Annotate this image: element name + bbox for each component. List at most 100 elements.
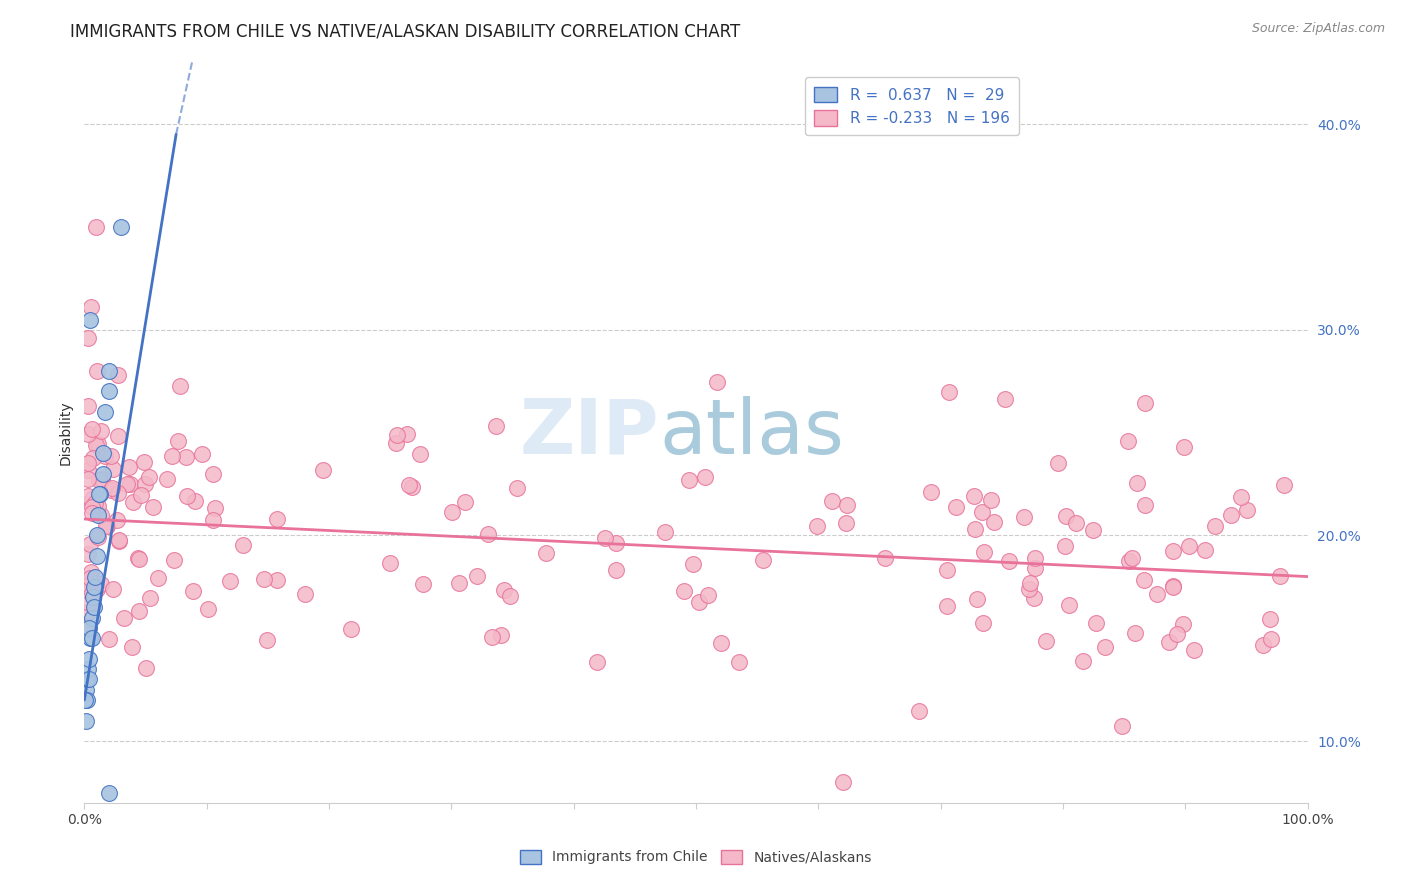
Point — [654, 524, 676, 539]
Point — [100, 449, 122, 463]
Point — [401, 480, 423, 494]
Point — [396, 427, 419, 442]
Point — [201, 467, 224, 481]
Point — [80, 610, 103, 624]
Point — [695, 469, 717, 483]
Point — [90, 472, 112, 486]
Point — [77, 596, 100, 610]
Point — [1173, 440, 1195, 454]
Point — [465, 569, 488, 583]
Point — [86, 364, 108, 378]
Point — [90, 576, 112, 591]
Point — [97, 785, 120, 799]
Point — [146, 571, 169, 585]
Point — [398, 478, 420, 492]
Point — [100, 481, 122, 495]
Point — [1121, 551, 1143, 566]
Point — [1146, 587, 1168, 601]
Point — [1178, 539, 1201, 553]
Point — [1081, 524, 1104, 538]
Point — [115, 477, 138, 491]
Point — [112, 611, 135, 625]
Point — [77, 547, 100, 561]
Point — [80, 576, 103, 591]
Point — [973, 545, 995, 559]
Point — [1272, 478, 1295, 492]
Point — [80, 422, 103, 436]
Point — [831, 775, 853, 789]
Point — [1018, 582, 1040, 596]
Point — [710, 636, 733, 650]
Point — [139, 591, 162, 606]
Point — [412, 576, 434, 591]
Point — [936, 599, 959, 613]
Point — [176, 489, 198, 503]
Point — [605, 536, 627, 550]
Point — [107, 368, 129, 382]
Point — [385, 435, 408, 450]
Point — [132, 455, 155, 469]
Point — [135, 661, 157, 675]
Point — [87, 508, 110, 522]
Point — [1116, 434, 1139, 448]
Point — [77, 620, 100, 634]
Point — [752, 553, 775, 567]
Point — [1133, 396, 1156, 410]
Point — [835, 516, 858, 531]
Point — [806, 518, 828, 533]
Point — [79, 494, 101, 508]
Point — [184, 494, 207, 508]
Point — [91, 467, 114, 481]
Point — [441, 505, 464, 519]
Point — [138, 470, 160, 484]
Point — [1123, 626, 1146, 640]
Point — [118, 460, 141, 475]
Point — [204, 501, 226, 516]
Point — [994, 392, 1017, 406]
Point — [96, 519, 118, 533]
Point — [1204, 519, 1226, 533]
Point — [294, 587, 316, 601]
Point — [110, 219, 132, 234]
Point — [128, 604, 150, 618]
Point — [966, 591, 988, 606]
Point — [1064, 516, 1087, 530]
Point — [121, 640, 143, 655]
Point — [77, 621, 100, 635]
Point — [77, 578, 100, 592]
Point — [1053, 539, 1076, 553]
Point — [142, 500, 165, 514]
Point — [77, 463, 100, 477]
Point — [83, 580, 105, 594]
Point — [972, 505, 994, 519]
Point — [1118, 553, 1140, 567]
Point — [673, 584, 696, 599]
Point — [253, 572, 276, 586]
Point — [79, 566, 101, 580]
Point — [1194, 542, 1216, 557]
Point — [89, 487, 111, 501]
Point — [1166, 627, 1188, 641]
Point — [75, 682, 97, 697]
Point — [94, 405, 117, 419]
Point — [77, 573, 100, 587]
Point — [1229, 490, 1251, 504]
Point — [191, 447, 214, 461]
Text: atlas: atlas — [659, 396, 844, 469]
Point — [1035, 634, 1057, 648]
Point — [167, 434, 190, 448]
Point — [534, 545, 557, 559]
Point — [80, 300, 103, 314]
Point — [605, 563, 627, 577]
Point — [837, 499, 859, 513]
Point — [82, 590, 104, 604]
Point — [169, 378, 191, 392]
Point — [908, 704, 931, 718]
Text: ZIP: ZIP — [520, 396, 659, 469]
Point — [1019, 576, 1042, 591]
Point — [688, 595, 710, 609]
Point — [1071, 654, 1094, 668]
Point — [449, 575, 471, 590]
Point — [232, 538, 254, 552]
Point — [128, 552, 150, 566]
